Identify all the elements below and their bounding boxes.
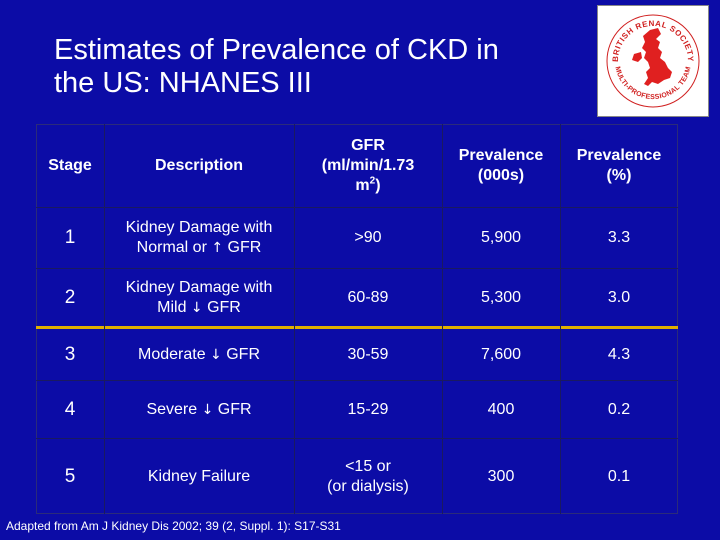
cell-description: Moderate ↓ GFR	[138, 345, 260, 363]
british-renal-society-logo: BRITISH RENAL SOCIETY MULTI-PROFESSIONAL…	[597, 5, 709, 117]
cell-stage: 4	[64, 398, 76, 420]
cell-stage: 5	[64, 465, 76, 487]
table-row: 3 Moderate ↓ GFR 30-59 7,600 4.3	[36, 329, 678, 380]
header-description: Description	[154, 156, 243, 174]
cell-prevalence-thousands: 7,600	[480, 345, 522, 363]
table-row: 4 Severe ↓ GFR 15-29 400 0.2	[36, 381, 678, 438]
cell-gfr: 30-59	[347, 345, 389, 363]
arrow-down-icon: ↓	[210, 346, 222, 363]
cell-stage: 3	[64, 343, 76, 365]
arrow-up-icon: ↑	[211, 240, 224, 256]
highlight-rule	[36, 326, 678, 329]
ckd-prevalence-table: Stage Description GFR (ml/min/1.73 m2) P…	[36, 124, 678, 514]
cell-prevalence-thousands: 5,900	[480, 229, 522, 246]
cell-gfr: <15 or (or dialysis)	[327, 457, 409, 495]
arrow-down-icon: ↓	[201, 401, 214, 418]
cell-gfr: >90	[354, 229, 382, 246]
header-prevalence-thousands: Prevalence (000s)	[458, 146, 544, 184]
table-header-row: Stage Description GFR (ml/min/1.73 m2) P…	[36, 124, 678, 207]
header-gfr: GFR (ml/min/1.73 m2)	[321, 136, 415, 194]
slide-title-line-2: the US: NHANES III	[54, 67, 312, 99]
cell-description: Severe ↓ GFR	[146, 400, 252, 418]
arrow-down-icon: ↓	[190, 299, 203, 316]
cell-description: Kidney Damage with Mild ↓ GFR	[125, 278, 273, 316]
cell-gfr: 15-29	[347, 400, 389, 418]
cell-prevalence-percent: 4.3	[607, 345, 631, 363]
cell-gfr: 60-89	[347, 288, 389, 306]
table-row: 1 Kidney Damage with Normal or ↑ GFR >90…	[36, 208, 678, 268]
header-stage: Stage	[48, 156, 92, 174]
cell-description: Kidney Failure	[147, 467, 251, 485]
cell-stage: 2	[64, 286, 76, 308]
uk-map-logo-icon: BRITISH RENAL SOCIETY MULTI-PROFESSIONAL…	[606, 14, 700, 108]
source-citation: Adapted from Am J Kidney Dis 2002; 39 (2…	[6, 519, 341, 533]
cell-prevalence-percent: 3.3	[607, 229, 631, 246]
cell-stage: 1	[64, 227, 76, 248]
slide-title: Estimates of Prevalence of CKD in the US…	[54, 34, 574, 100]
cell-prevalence-percent: 0.2	[607, 400, 631, 418]
header-prevalence-percent: Prevalence (%)	[576, 146, 662, 184]
cell-prevalence-percent: 0.1	[607, 467, 631, 485]
cell-prevalence-thousands: 5,300	[480, 288, 522, 306]
cell-prevalence-thousands: 300	[487, 467, 515, 485]
cell-prevalence-thousands: 400	[487, 400, 515, 418]
cell-description: Kidney Damage with Normal or ↑ GFR	[125, 219, 273, 256]
table-row: 5 Kidney Failure <15 or (or dialysis) 30…	[36, 439, 678, 514]
table-row: 2 Kidney Damage with Mild ↓ GFR 60-89 5,…	[36, 269, 678, 326]
slide-title-line-1: Estimates of Prevalence of CKD in	[54, 34, 499, 66]
cell-prevalence-percent: 3.0	[607, 288, 631, 306]
